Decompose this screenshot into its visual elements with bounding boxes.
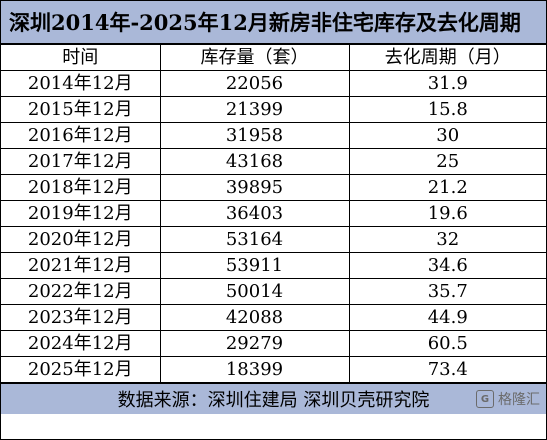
cell-time: 2020年12月 bbox=[1, 226, 161, 253]
inventory-table: 时间 库存量（套） 去化周期（月） 2014年12月 22056 31.9 2015年… bbox=[1, 44, 546, 383]
cell-time: 2019年12月 bbox=[1, 200, 161, 227]
cell-inventory: 53164 bbox=[159, 226, 350, 253]
cell-time: 2025年12月 bbox=[1, 356, 161, 383]
cell-inventory: 31958 bbox=[159, 122, 350, 149]
source-text: 数据来源：深圳住建局 深圳贝壳研究院 bbox=[117, 390, 430, 411]
cell-inventory: 18399 bbox=[159, 356, 350, 383]
cell-time: 2015年12月 bbox=[1, 96, 161, 123]
table-row: 2016年12月 31958 30 bbox=[1, 122, 546, 149]
table-row: 2022年12月 50014 35.7 bbox=[1, 278, 546, 305]
cell-time: 2023年12月 bbox=[1, 304, 161, 331]
cell-inventory: 50014 bbox=[159, 278, 350, 305]
cell-inventory: 29279 bbox=[159, 330, 350, 357]
cell-inventory: 39895 bbox=[159, 174, 350, 201]
cell-cycle: 30 bbox=[348, 122, 546, 149]
cell-cycle: 60.5 bbox=[348, 330, 546, 357]
header-row: 时间 库存量（套） 去化周期（月） bbox=[1, 44, 546, 71]
cell-cycle: 25 bbox=[348, 148, 546, 175]
table-row: 2014年12月 22056 31.9 bbox=[1, 70, 546, 97]
table-row: 2018年12月 39895 21.2 bbox=[1, 174, 546, 201]
header-time: 时间 bbox=[1, 44, 161, 71]
cell-time: 2024年12月 bbox=[1, 330, 161, 357]
cell-cycle: 15.8 bbox=[348, 96, 546, 123]
cell-cycle: 31.9 bbox=[348, 70, 546, 97]
cell-cycle: 32 bbox=[348, 226, 546, 253]
cell-time: 2016年12月 bbox=[1, 122, 161, 149]
cell-inventory: 42088 bbox=[159, 304, 350, 331]
table-title: 深圳2014年-2025年12月新房非住宅库存及去化周期 bbox=[1, 1, 546, 44]
table-row: 2023年12月 42088 44.9 bbox=[1, 304, 546, 331]
watermark-logo-icon: G bbox=[476, 390, 494, 408]
cell-cycle: 44.9 bbox=[348, 304, 546, 331]
cell-cycle: 34.6 bbox=[348, 252, 546, 279]
cell-cycle: 21.2 bbox=[348, 174, 546, 201]
table-row: 2021年12月 53911 34.6 bbox=[1, 252, 546, 279]
header-inventory: 库存量（套） bbox=[159, 44, 350, 71]
cell-cycle: 19.6 bbox=[348, 200, 546, 227]
cell-time: 2021年12月 bbox=[1, 252, 161, 279]
cell-cycle: 35.7 bbox=[348, 278, 546, 305]
cell-inventory: 36403 bbox=[159, 200, 350, 227]
cell-time: 2014年12月 bbox=[1, 70, 161, 97]
table-row: 2015年12月 21399 15.8 bbox=[1, 96, 546, 123]
cell-time: 2018年12月 bbox=[1, 174, 161, 201]
table-row: 2019年12月 36403 19.6 bbox=[1, 200, 546, 227]
cell-inventory: 43168 bbox=[159, 148, 350, 175]
watermark: G 格隆汇 bbox=[476, 389, 540, 409]
watermark-text: 格隆汇 bbox=[498, 392, 540, 408]
table-body: 2014年12月 22056 31.9 2015年12月 21399 15.8 2016年1… bbox=[1, 70, 546, 383]
table-row: 2020年12月 53164 32 bbox=[1, 226, 546, 253]
cell-inventory: 53911 bbox=[159, 252, 350, 279]
cell-time: 2022年12月 bbox=[1, 278, 161, 305]
cell-cycle: 73.4 bbox=[348, 356, 546, 383]
table-row: 2025年12月 18399 73.4 bbox=[1, 356, 546, 383]
table-row: 2017年12月 43168 25 bbox=[1, 148, 546, 175]
cell-time: 2017年12月 bbox=[1, 148, 161, 175]
cell-inventory: 22056 bbox=[159, 70, 350, 97]
table-row: 2024年12月 29279 60.5 bbox=[1, 330, 546, 357]
header-cycle: 去化周期（月） bbox=[348, 44, 546, 71]
source-footer: 数据来源：深圳住建局 深圳贝壳研究院 G 格隆汇 bbox=[1, 383, 546, 414]
cell-inventory: 21399 bbox=[159, 96, 350, 123]
